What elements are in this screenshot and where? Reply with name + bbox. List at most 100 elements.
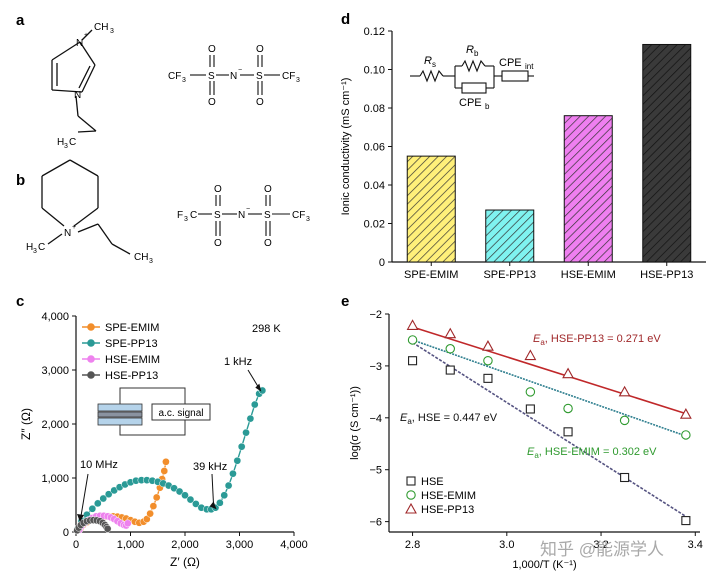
point-HSE-PP13	[679, 408, 692, 419]
svg-text:C: C	[69, 137, 76, 148]
x-tick-label: 3.2	[593, 539, 608, 551]
emim-n: N	[74, 90, 81, 101]
y-tick-label: −6	[369, 517, 382, 529]
arrhenius-axes: 2.8 3.0 3.2 3.4 −2 −3 −4 −5 −6 1,000/T (K⁻¹) log(σ…	[349, 309, 703, 571]
arrhenius-chart: 2.8 3.0 3.2 3.4 −2 −3 −4 −5 −6 1,000/T (K⁻¹) log(σ…	[349, 309, 703, 571]
point-SPE-PP13	[216, 498, 224, 507]
ea-annotation-2: Ea, HSE-EMIM = 0.302 eV	[527, 446, 657, 460]
point-SPE-EMIM	[149, 502, 158, 510]
y-tick-label: −3	[369, 361, 382, 373]
nyquist-axes: 0 1,000 2,000 3,000 4,000 0 1,000 2,000 3,000 4,0…	[19, 311, 308, 569]
tfsi-anion-structure-b: F 3 C S O O N − S O O CF 3	[177, 184, 310, 249]
x-tick-label: 4,000	[280, 539, 308, 551]
svg-text:CF: CF	[292, 210, 305, 221]
y-tick-label: 0.04	[364, 180, 385, 192]
x-tick-label: 0	[73, 539, 79, 551]
x-tick-label: 1,000	[117, 539, 145, 551]
legend-label-HSE-PP13: HSE-PP13	[421, 504, 474, 516]
y-tick-label: −2	[369, 309, 382, 321]
legend-marker	[406, 476, 416, 486]
svg-text:O: O	[214, 184, 222, 195]
svg-text:s: s	[432, 60, 436, 69]
pp13-propyl: CH	[134, 252, 148, 263]
point-HSE	[681, 516, 691, 526]
point-SPE-PP13	[175, 487, 184, 496]
svg-text:R: R	[424, 55, 432, 67]
legend-marker	[87, 323, 95, 331]
point-HSE-EMIM	[525, 387, 536, 397]
svg-text:H: H	[26, 242, 33, 253]
panel-label-d: d	[341, 11, 350, 28]
legend-label-HSE-EMIM: HSE-EMIM	[421, 490, 476, 502]
point-SPE-PP13	[181, 491, 189, 500]
ac-signal-label: a.c. signal	[158, 408, 203, 419]
y-axis-label: Ionic conductivity (mS cm⁻¹)	[340, 78, 352, 216]
nyquist-series: SPE-EMIM SPE-PP13 HSE-EMIM HSE-PP13 1 kHz 39 …	[73, 322, 267, 535]
point-SPE-PP13	[237, 442, 246, 451]
svg-text:O: O	[208, 44, 216, 55]
svg-text:S: S	[256, 71, 263, 82]
panel-label-b: b	[16, 172, 25, 189]
svg-text:O: O	[264, 238, 272, 249]
legend-marker	[87, 339, 95, 347]
point-SPE-PP13	[186, 495, 195, 504]
x-axis-label: 1,000/T (K⁻¹)	[512, 559, 576, 571]
svg-text:3: 3	[64, 143, 68, 150]
svg-text:−: −	[246, 206, 250, 213]
bar-SPE-EMIM	[406, 155, 456, 263]
svg-text:O: O	[264, 184, 272, 195]
annotation-39khz: 39 kHz	[193, 461, 227, 473]
emim-labels: N + N CH 3 H 3 C	[57, 22, 114, 150]
point-HSE	[620, 472, 630, 483]
equivalent-circuit	[410, 59, 534, 94]
x-tick-label-HSE-EMIM: HSE-EMIM	[561, 269, 616, 281]
y-tick-label: 0.12	[364, 26, 385, 38]
svg-text:CF: CF	[282, 71, 295, 82]
point-SPE-PP13	[99, 494, 108, 503]
bar-HSE-PP13	[642, 43, 692, 263]
point-HSE-EMIM	[619, 415, 630, 426]
svg-text:3: 3	[33, 248, 37, 255]
svg-text:R: R	[466, 44, 474, 56]
point-HSE-EMIM	[123, 519, 132, 528]
svg-text:N: N	[230, 71, 237, 82]
legend-label-SPE-PP13: SPE-PP13	[105, 338, 158, 350]
point-SPE-EMIM	[162, 457, 170, 466]
arrowhead-39khz	[209, 501, 217, 510]
y-tick-label: 0.06	[364, 142, 385, 154]
x-tick-label-HSE-PP13: HSE-PP13	[640, 269, 693, 281]
arrowhead-10mhz	[77, 514, 84, 522]
point-HSE-EMIM	[681, 430, 691, 440]
legend-label-HSE-EMIM: HSE-EMIM	[105, 354, 160, 366]
svg-text:CPE: CPE	[459, 97, 482, 109]
svg-text:b: b	[485, 102, 490, 111]
point-HSE-EMIM	[563, 403, 573, 414]
point-HSE	[525, 404, 535, 414]
nyquist-chart: 0 1,000 2,000 3,000 4,000 0 1,000 2,000 3,000 4,0…	[19, 311, 308, 569]
tfsi-anion-structure-a: CF 3 S O O N − S O O CF 3	[168, 44, 300, 108]
point-HSE-PP13	[103, 524, 112, 533]
point-HSE-PP13	[524, 349, 537, 361]
point-SPE-PP13	[104, 490, 113, 499]
point-SPE-PP13	[229, 469, 237, 478]
point-HSE-EMIM	[483, 355, 493, 366]
point-SPE-PP13	[192, 500, 200, 508]
fit-line-HSE-EMIM	[412, 339, 687, 437]
svg-text:+: +	[84, 32, 88, 39]
y-axis-label: Z″ (Ω)	[19, 408, 33, 440]
point-HSE-PP13	[562, 367, 574, 379]
point-SPE-PP13	[258, 386, 267, 395]
ea-annotation-1: Ea, HSE = 0.447 eV	[400, 412, 498, 426]
panel-label-c: c	[16, 293, 24, 310]
point-HSE-PP13	[406, 319, 419, 330]
temperature-label: 298 K	[252, 323, 281, 335]
svg-text:O: O	[208, 97, 216, 108]
arrow-10mhz	[80, 473, 89, 517]
legend-label-SPE-EMIM: SPE-EMIM	[105, 322, 159, 334]
point-SPE-EMIM	[152, 493, 161, 502]
y-tick-label: 0	[379, 257, 385, 269]
svg-text:F: F	[177, 210, 183, 221]
panel-label-a: a	[16, 12, 25, 29]
x-tick-label: 2,000	[171, 539, 199, 551]
